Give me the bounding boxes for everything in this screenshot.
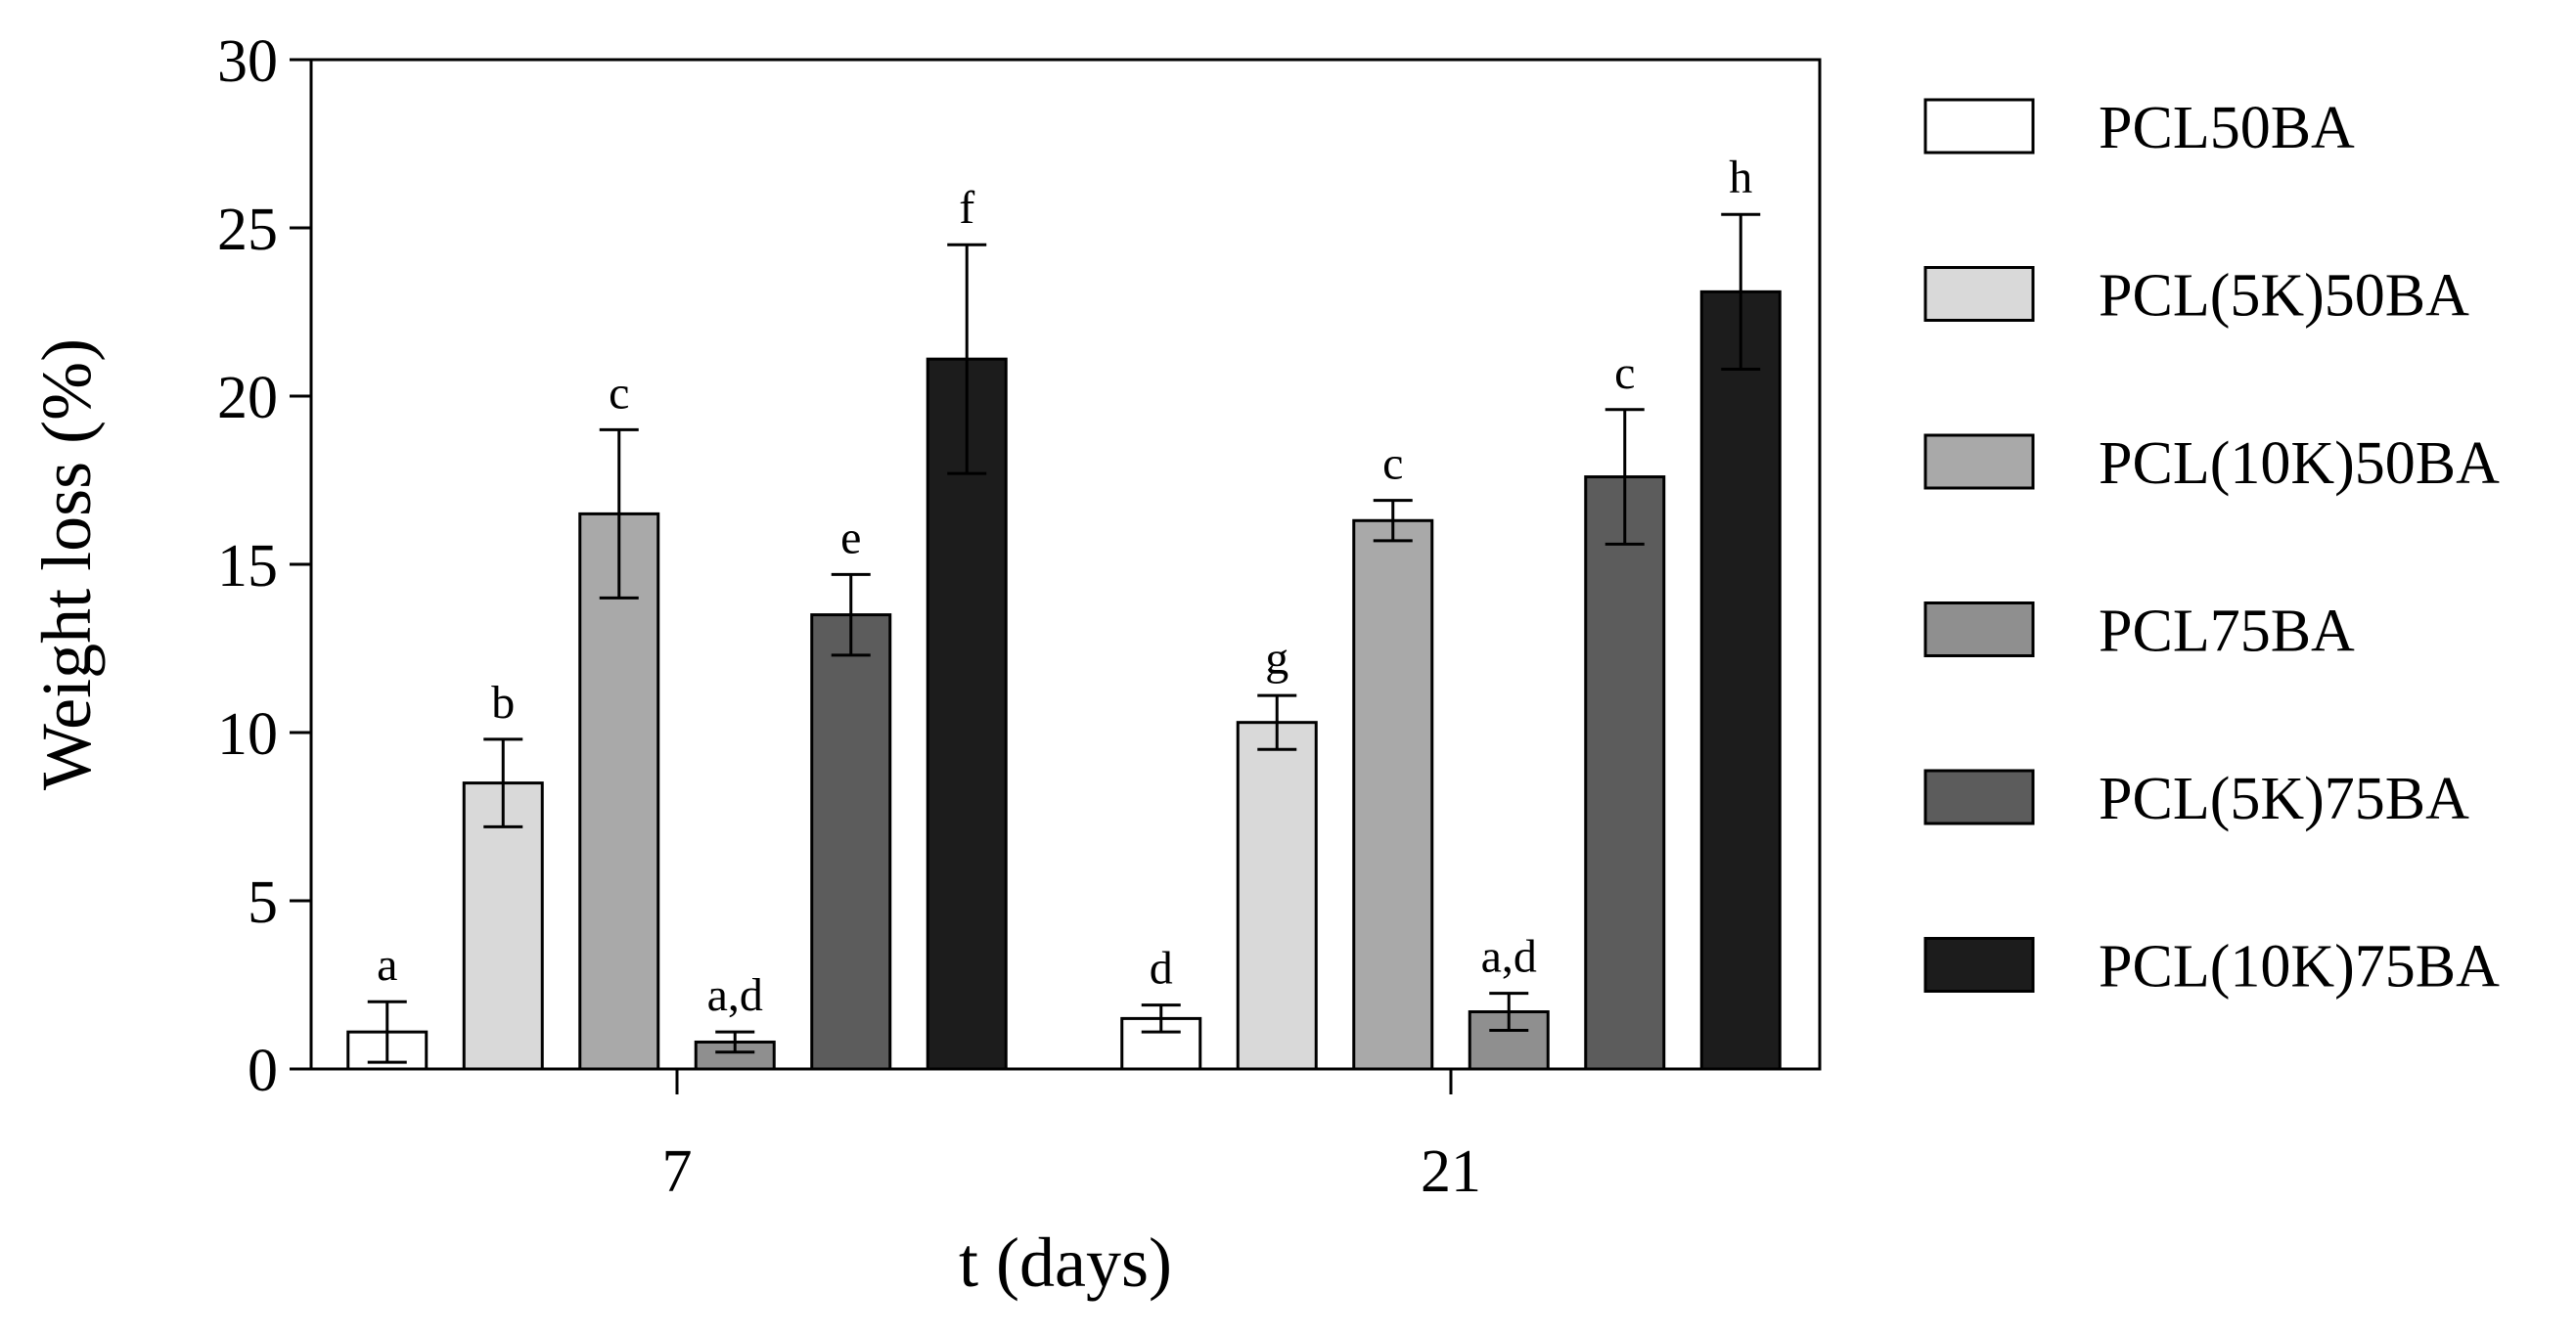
y-tick-label: 30 (217, 28, 278, 95)
legend: PCL50BA PCL(5K)50BA PCL(10K)50BA PCL75BA PCL… (1923, 95, 2500, 1001)
significance-label: g (1265, 633, 1288, 685)
significance-label: f (959, 182, 974, 234)
legend-label: PCL75BA (2099, 599, 2355, 665)
bar (1699, 289, 1782, 1071)
y-tick-label: 10 (217, 701, 278, 768)
bar (1584, 475, 1666, 1071)
significance-label: d (1150, 943, 1173, 995)
x-tick-label: 21 (1421, 1138, 1481, 1205)
significance-label: c (609, 367, 629, 419)
significance-label: a,d (707, 969, 763, 1021)
legend-swatch (1923, 601, 2035, 657)
bars-layer: a d b g c c a,d a,d e c f h (346, 152, 1782, 1071)
significance-label: a,d (1481, 931, 1537, 983)
x-tick-label: 7 (662, 1138, 693, 1205)
significance-label: e (840, 512, 861, 563)
significance-label: h (1729, 152, 1752, 203)
legend-label: PCL(5K)75BA (2099, 766, 2469, 832)
significance-label: c (1614, 347, 1635, 399)
bar (1236, 721, 1318, 1071)
bar (810, 613, 892, 1071)
x-axis: 7 21 (662, 1069, 1481, 1205)
y-tick-label: 25 (217, 197, 278, 263)
significance-label: a (377, 939, 397, 991)
legend-label: PCL50BA (2099, 95, 2355, 161)
significance-label: c (1382, 438, 1403, 490)
legend-swatch (1923, 266, 2035, 322)
y-tick-label: 15 (217, 533, 278, 600)
legend-swatch (1923, 433, 2035, 490)
legend-swatch (1923, 937, 2035, 993)
y-tick-label: 5 (248, 869, 278, 936)
bar (1352, 518, 1434, 1071)
y-axis: 0 5 10 15 20 25 30 (217, 28, 311, 1104)
bar (578, 512, 660, 1071)
legend-label: PCL(10K)75BA (2099, 934, 2500, 1001)
y-tick-label: 0 (248, 1038, 278, 1104)
legend-label: PCL(5K)50BA (2099, 263, 2469, 330)
legend-label: PCL(10K)50BA (2099, 430, 2500, 497)
y-tick-label: 20 (217, 365, 278, 431)
x-axis-title: t (days) (959, 1224, 1172, 1302)
y-axis-title: Weight loss (%) (27, 338, 106, 790)
legend-swatch (1923, 98, 2035, 155)
significance-label: b (491, 677, 515, 729)
legend-swatch (1923, 769, 2035, 825)
